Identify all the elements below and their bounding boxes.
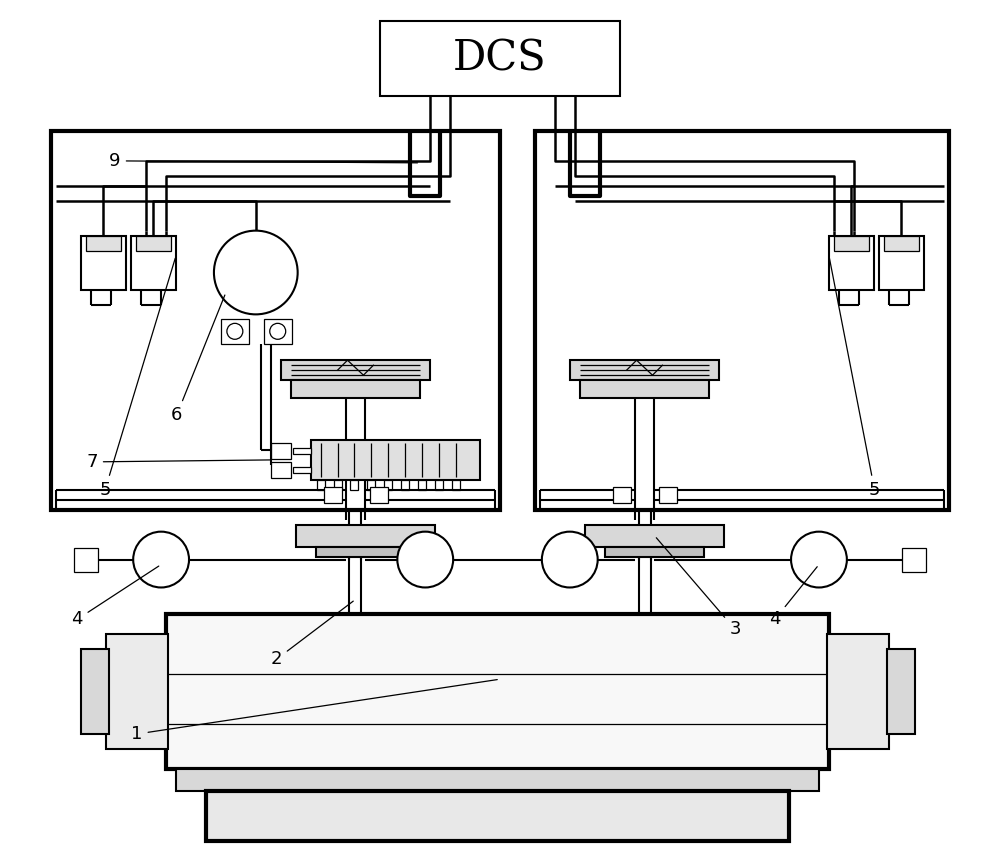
Circle shape (227, 323, 243, 339)
Bar (418, 480, 426, 490)
Bar (81, 236, 126, 291)
Bar (311, 440, 480, 480)
Bar (613, 486, 631, 503)
Bar (264, 320, 292, 345)
Bar (293, 448, 311, 454)
Bar (829, 236, 874, 291)
Bar (106, 634, 168, 749)
Bar (176, 769, 819, 791)
Text: DCS: DCS (453, 38, 547, 80)
Bar (166, 615, 829, 769)
Bar (370, 486, 388, 503)
Bar (221, 320, 249, 345)
Text: 5: 5 (99, 258, 175, 498)
Circle shape (133, 532, 189, 587)
Bar (324, 486, 342, 503)
Bar (435, 480, 443, 490)
Circle shape (791, 532, 847, 587)
Bar (585, 525, 724, 546)
Bar (51, 131, 500, 510)
Text: 9: 9 (109, 152, 417, 170)
Text: 5: 5 (829, 258, 880, 498)
Bar (131, 236, 176, 291)
Bar (271, 443, 291, 459)
Bar (902, 547, 926, 571)
Bar (401, 480, 409, 490)
Circle shape (542, 532, 598, 587)
Bar (384, 480, 392, 490)
Text: 1: 1 (131, 680, 497, 743)
Circle shape (397, 532, 453, 587)
Bar (74, 547, 98, 571)
Text: 4: 4 (71, 566, 159, 628)
Bar (884, 236, 919, 251)
Bar (887, 649, 915, 734)
Bar (879, 236, 924, 291)
Bar (834, 236, 869, 251)
Text: 4: 4 (769, 567, 817, 628)
Bar (367, 480, 375, 490)
Text: 3: 3 (656, 538, 741, 639)
Bar (271, 462, 291, 478)
Bar (281, 360, 430, 380)
Bar (580, 380, 709, 398)
Bar (81, 649, 109, 734)
Bar (452, 480, 460, 490)
Bar (659, 486, 677, 503)
Text: 2: 2 (271, 601, 353, 669)
Bar (535, 131, 949, 510)
Bar (317, 480, 325, 490)
Bar (291, 380, 420, 398)
Bar (293, 467, 311, 473)
Text: 6: 6 (171, 295, 225, 424)
Text: 7: 7 (86, 453, 270, 471)
Bar (334, 480, 342, 490)
Circle shape (270, 323, 286, 339)
Bar (316, 546, 415, 557)
Bar (206, 791, 789, 840)
Bar (136, 236, 171, 251)
Bar (605, 546, 704, 557)
Circle shape (214, 231, 298, 315)
Bar (350, 480, 358, 490)
Bar (380, 21, 620, 96)
Bar (570, 360, 719, 380)
Bar (296, 525, 435, 546)
Bar (86, 236, 121, 251)
Bar (827, 634, 889, 749)
